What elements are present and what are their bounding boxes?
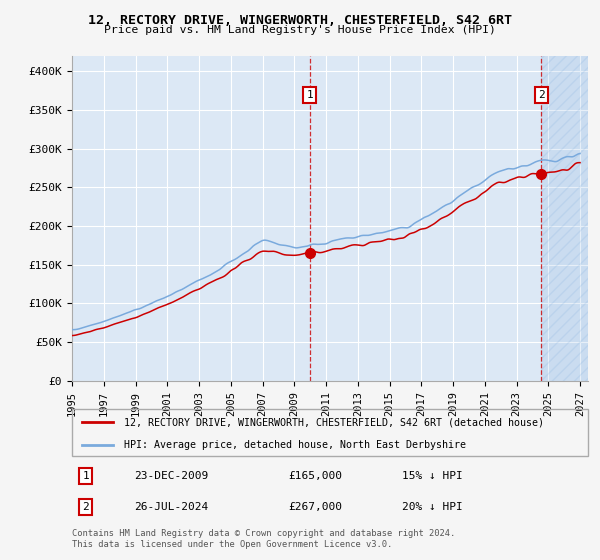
Text: 15% ↓ HPI: 15% ↓ HPI [402,471,463,481]
Text: £267,000: £267,000 [289,502,343,512]
Text: 2: 2 [538,90,545,100]
Text: 26-JUL-2024: 26-JUL-2024 [134,502,208,512]
Text: 1: 1 [82,471,89,481]
Text: HPI: Average price, detached house, North East Derbyshire: HPI: Average price, detached house, Nort… [124,440,466,450]
Text: 1: 1 [307,90,313,100]
Text: 23-DEC-2009: 23-DEC-2009 [134,471,208,481]
Text: Price paid vs. HM Land Registry's House Price Index (HPI): Price paid vs. HM Land Registry's House … [104,25,496,35]
Bar [541,56,588,381]
Text: Contains HM Land Registry data © Crown copyright and database right 2024.
This d: Contains HM Land Registry data © Crown c… [72,529,455,549]
Text: 2: 2 [82,502,89,512]
Text: 20% ↓ HPI: 20% ↓ HPI [402,502,463,512]
Text: £165,000: £165,000 [289,471,343,481]
Text: 12, RECTORY DRIVE, WINGERWORTH, CHESTERFIELD, S42 6RT (detached house): 12, RECTORY DRIVE, WINGERWORTH, CHESTERF… [124,417,544,427]
Text: 12, RECTORY DRIVE, WINGERWORTH, CHESTERFIELD, S42 6RT: 12, RECTORY DRIVE, WINGERWORTH, CHESTERF… [88,14,512,27]
